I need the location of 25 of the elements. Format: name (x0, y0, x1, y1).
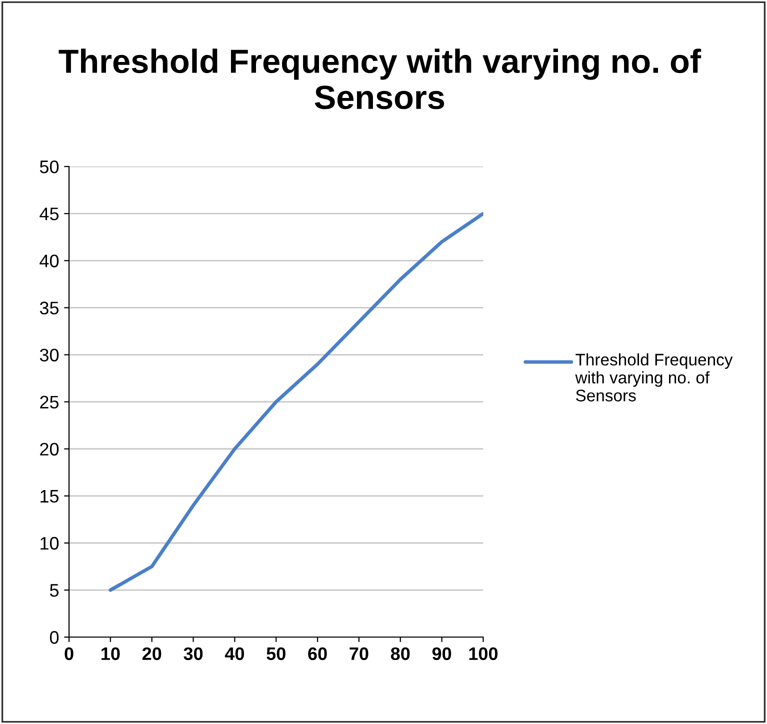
x-tick-label: 40 (224, 647, 244, 660)
x-tick-label: 100 (469, 647, 498, 660)
x-tick-label: 90 (432, 647, 452, 660)
y-tick-label: 20 (40, 442, 59, 456)
y-tick-label: 25 (40, 396, 59, 409)
line-series (108, 212, 484, 592)
y-tick-label: 5 (50, 584, 59, 597)
y-tick-label: 15 (40, 490, 59, 503)
x-tick-label: 60 (308, 647, 327, 660)
y-tick-label: 10 (40, 536, 59, 550)
y-tick-label: 30 (40, 348, 59, 362)
y-tick-label: 40 (40, 254, 59, 268)
y-tick-label: 0 (50, 631, 59, 644)
y-tick-label: 35 (40, 302, 59, 314)
x-tick-label: 30 (184, 647, 203, 660)
y-tick-label: 50 (40, 160, 59, 174)
chart-title: Threshold Frequency with varying no. of Sensors (58, 48, 702, 110)
x-tick-label: 80 (390, 647, 410, 660)
x-tick-label: 0 (64, 647, 74, 660)
y-tick-label: 45 (40, 208, 59, 220)
x-tick-label: 10 (102, 647, 120, 660)
x-tick-label: 70 (350, 647, 368, 660)
x-tick-label: 20 (142, 647, 162, 660)
legend-label: Threshold Frequency with varying no. of Sensors (575, 353, 733, 402)
x-tick-label: 50 (266, 647, 286, 660)
